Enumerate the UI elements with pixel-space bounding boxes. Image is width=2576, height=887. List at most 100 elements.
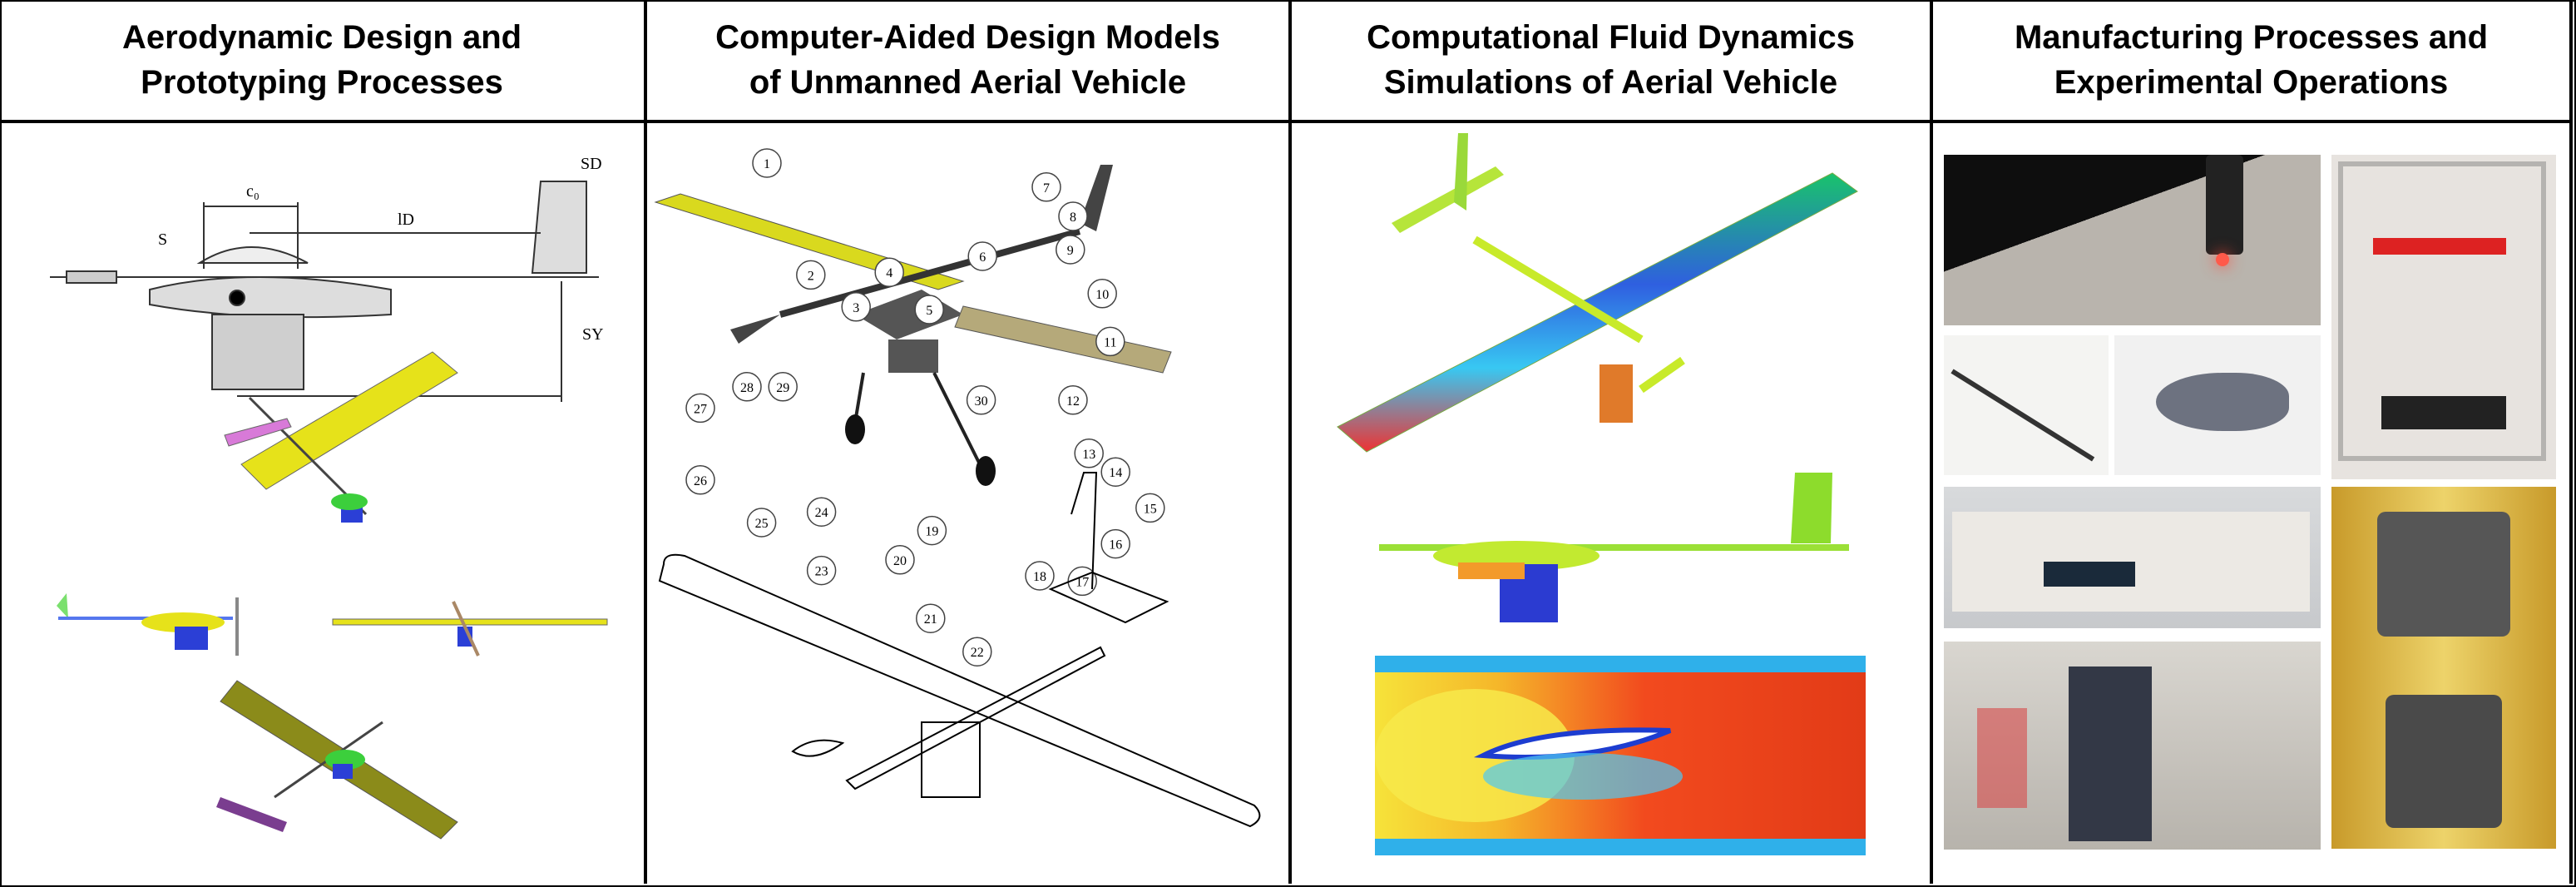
callout-circle [967, 241, 997, 271]
callout-circle [917, 515, 947, 546]
wing-test-photo [1944, 642, 2321, 850]
cfd-isometric-uav [1337, 133, 1858, 453]
callout-circle [796, 260, 826, 290]
exploded-cad-model [654, 165, 1172, 486]
callout-number: 10 [1095, 288, 1109, 302]
callout-circle [806, 555, 837, 586]
callout-number: 22 [971, 646, 984, 660]
label-ld: lD [398, 211, 414, 229]
uav-model-isometric-bottom [216, 680, 458, 840]
photo-grid [1933, 123, 2569, 884]
wind-tunnel-photo [1944, 487, 2321, 628]
laser-cutting-photo [1944, 155, 2321, 325]
label-s: S [158, 230, 167, 249]
callout-circle [1058, 385, 1088, 415]
callout-number: 18 [1033, 570, 1046, 584]
callout-circle [914, 295, 944, 325]
callout-circle [1031, 172, 1061, 202]
callout-number: 8 [1070, 211, 1076, 225]
callout-number: 19 [925, 525, 938, 539]
callout-number: 11 [1104, 335, 1116, 349]
callout-number: 30 [975, 394, 988, 409]
panel-header: Computational Fluid Dynamics Simulations… [1292, 0, 1930, 123]
callout-circle [685, 465, 715, 495]
callout-number: 13 [1082, 448, 1095, 462]
aero-schematic-svg: c₀ S lD SD SY lY [50, 155, 608, 840]
label-sd: SD [581, 155, 602, 173]
callout-circle [966, 385, 996, 415]
callout-circle [916, 603, 946, 633]
cad-svg: 1234567891011121314151617181920212223242… [654, 148, 1261, 828]
callout-circle [685, 393, 715, 424]
label-sy: SY [582, 325, 604, 344]
callout-circle [962, 637, 992, 666]
panel-header: Aerodynamic Design and Prototyping Proce… [0, 0, 644, 123]
callout-circle [752, 148, 782, 178]
callout-circle [806, 497, 837, 527]
callout-number: 26 [694, 474, 707, 488]
callout-number: 12 [1066, 394, 1080, 409]
callout-number: 25 [755, 517, 769, 531]
callout-circle [874, 257, 904, 287]
cfd-flow-field [1375, 656, 1866, 855]
callout-circle [1100, 457, 1130, 487]
cfd-svg [1337, 133, 1866, 855]
callout-circle [885, 545, 915, 575]
panel-title: Aerodynamic Design and Prototyping Proce… [121, 19, 522, 101]
callout-circle [732, 372, 762, 402]
callout-circle [1058, 201, 1088, 231]
callout-number: 20 [893, 554, 907, 568]
cfd-images [1292, 123, 1930, 884]
wing-ribs-photo [1944, 335, 2109, 475]
callout-number: 5 [926, 304, 932, 318]
callout-number: 17 [1075, 575, 1089, 589]
callout-number: 14 [1109, 466, 1122, 480]
callout-circle [1135, 493, 1165, 523]
callout-number: 28 [740, 381, 754, 395]
uav-model-front [332, 601, 608, 657]
cad-drawings: 1 2 3 4 5 6 7 8 9 10 11 12 13 14 15 16 17 18 19 20 21 22 23 24 2… [647, 123, 1288, 884]
label-c0: c₀ [246, 182, 260, 201]
panel-header: Computer-Aided Design Models of Unmanned… [647, 0, 1288, 123]
panel-cfd-simulations: Computational Fluid Dynamics Simulations… [1292, 0, 1933, 884]
callout-number: 3 [853, 301, 859, 315]
panel-title: Manufacturing Processes and Experimental… [2014, 19, 2489, 101]
callout-circle [1074, 439, 1104, 468]
fuselage-pod-photo [2114, 335, 2321, 475]
uav-model-side [57, 593, 239, 656]
callout-number: 6 [979, 250, 986, 265]
3d-printer-photo [2331, 155, 2556, 479]
callout-circle [1056, 235, 1085, 265]
panel-title: Computational Fluid Dynamics Simulations… [1367, 19, 1855, 101]
callout-number: 24 [815, 506, 828, 520]
panel-manufacturing: Manufacturing Processes and Experimental… [1933, 0, 2573, 884]
panel-title: Computer-Aided Design Models of Unmanned… [715, 19, 1220, 101]
callout-circle [1025, 561, 1055, 591]
callout-circle [841, 292, 871, 322]
uav-model-isometric-top [224, 351, 458, 523]
callout-number: 21 [924, 612, 937, 627]
side-view-schematic [50, 181, 599, 402]
callout-circle [746, 508, 777, 538]
callout-number: 4 [886, 266, 892, 280]
callout-number: 16 [1109, 538, 1122, 553]
aero-drawings: c₀ S lD SD SY lY [0, 123, 644, 884]
callout-number: 15 [1144, 502, 1157, 516]
callout-number: 23 [815, 565, 828, 579]
callout-number: 9 [1067, 244, 1074, 258]
callout-number: 7 [1043, 181, 1050, 196]
callout-number: 29 [776, 381, 789, 395]
callout-number: 27 [694, 402, 707, 416]
tensile-test-photo [2331, 487, 2556, 849]
callout-circle [1087, 279, 1117, 309]
cfd-side-uav [1379, 473, 1849, 622]
callout-group: 1234567891011121314151617181920212223242… [685, 148, 1165, 666]
callout-number: 1 [764, 157, 770, 171]
callout-circle [768, 372, 798, 402]
line-drawing-cad-model [658, 472, 1261, 828]
callout-number: 2 [808, 269, 814, 283]
callout-circle [1095, 326, 1125, 357]
callout-circle [1100, 528, 1130, 559]
panel-header: Manufacturing Processes and Experimental… [1933, 0, 2569, 123]
